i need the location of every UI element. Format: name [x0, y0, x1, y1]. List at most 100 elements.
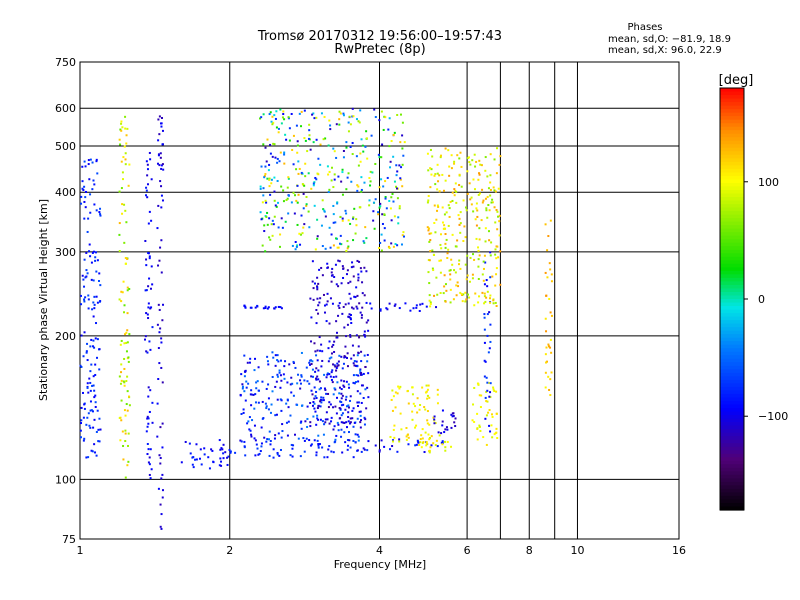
data-point	[87, 391, 90, 394]
data-point	[274, 156, 277, 159]
data-point	[318, 301, 321, 304]
data-point	[120, 379, 123, 382]
data-point	[451, 263, 454, 266]
data-point	[426, 388, 429, 391]
data-point	[547, 343, 550, 346]
data-point	[407, 433, 410, 436]
data-point	[395, 174, 398, 177]
data-point	[287, 117, 290, 120]
data-point	[192, 456, 195, 459]
data-point	[296, 201, 299, 204]
data-point	[149, 307, 152, 310]
data-point	[291, 382, 294, 385]
data-point	[98, 348, 101, 351]
data-point	[465, 298, 468, 301]
data-point	[96, 409, 99, 412]
data-point	[549, 338, 552, 341]
data-point	[83, 160, 86, 163]
data-point	[444, 283, 447, 286]
data-point	[489, 188, 492, 191]
data-point	[188, 442, 191, 445]
data-point	[313, 204, 316, 207]
data-point	[80, 334, 83, 337]
data-point	[464, 236, 467, 239]
data-point	[357, 401, 360, 404]
colorbar-segment	[720, 415, 744, 420]
data-point	[365, 407, 368, 410]
data-point	[89, 409, 92, 412]
colorbar-segment	[720, 126, 744, 131]
data-point	[477, 301, 480, 304]
data-point	[288, 127, 291, 130]
data-point	[492, 299, 495, 302]
data-point	[118, 190, 121, 193]
data-point	[372, 201, 375, 204]
data-point	[348, 386, 351, 389]
data-point	[145, 312, 148, 315]
data-point	[427, 258, 430, 261]
data-point	[340, 180, 343, 183]
data-point	[548, 297, 551, 300]
data-point	[219, 448, 222, 451]
data-point	[256, 380, 259, 383]
colorbar-segment	[720, 211, 744, 216]
data-point	[489, 153, 492, 156]
data-point	[353, 421, 356, 424]
colorbar-segment	[720, 277, 744, 283]
data-point	[428, 396, 431, 399]
data-point	[126, 257, 129, 260]
data-point	[325, 376, 328, 379]
data-point	[474, 292, 477, 295]
data-point	[294, 248, 297, 251]
phases-x-stats: mean, sd,X: 96.0, 22.9	[608, 45, 722, 56]
data-point	[291, 455, 294, 458]
data-point	[80, 195, 83, 198]
data-point	[274, 354, 277, 357]
data-point	[486, 195, 489, 198]
data-point	[305, 437, 308, 440]
colorbar-segment	[720, 105, 744, 110]
data-point	[302, 192, 305, 195]
data-point	[481, 188, 484, 191]
data-point	[440, 441, 443, 444]
data-point	[82, 355, 85, 358]
data-point	[157, 378, 160, 381]
data-point	[290, 376, 293, 379]
data-point	[263, 436, 266, 439]
data-point	[366, 360, 369, 363]
data-point	[352, 217, 355, 220]
data-point	[464, 291, 467, 294]
colorbar-segment	[720, 137, 744, 142]
data-point	[327, 448, 330, 451]
data-point	[326, 266, 329, 269]
data-point	[433, 418, 436, 421]
colorbar-segment	[720, 464, 744, 469]
data-point	[128, 333, 131, 336]
data-point	[366, 353, 369, 356]
data-point	[180, 461, 183, 464]
data-point	[304, 420, 307, 423]
data-point	[267, 397, 270, 400]
data-point	[352, 456, 355, 459]
data-point	[495, 147, 498, 150]
data-point	[397, 222, 400, 225]
data-point	[244, 454, 247, 457]
data-point	[322, 433, 325, 436]
data-point	[367, 319, 370, 322]
data-point	[352, 216, 355, 219]
data-point	[426, 394, 429, 397]
data-point	[269, 411, 272, 414]
data-point	[315, 378, 318, 381]
data-point	[85, 251, 88, 254]
data-point	[478, 425, 481, 428]
data-point	[347, 315, 350, 318]
data-point	[396, 170, 399, 173]
data-point	[469, 163, 472, 166]
data-point	[90, 338, 93, 341]
data-point	[342, 403, 345, 406]
data-point	[378, 186, 381, 189]
data-point	[276, 161, 279, 164]
data-point	[249, 429, 252, 432]
data-point	[329, 124, 332, 127]
data-point	[476, 412, 479, 415]
